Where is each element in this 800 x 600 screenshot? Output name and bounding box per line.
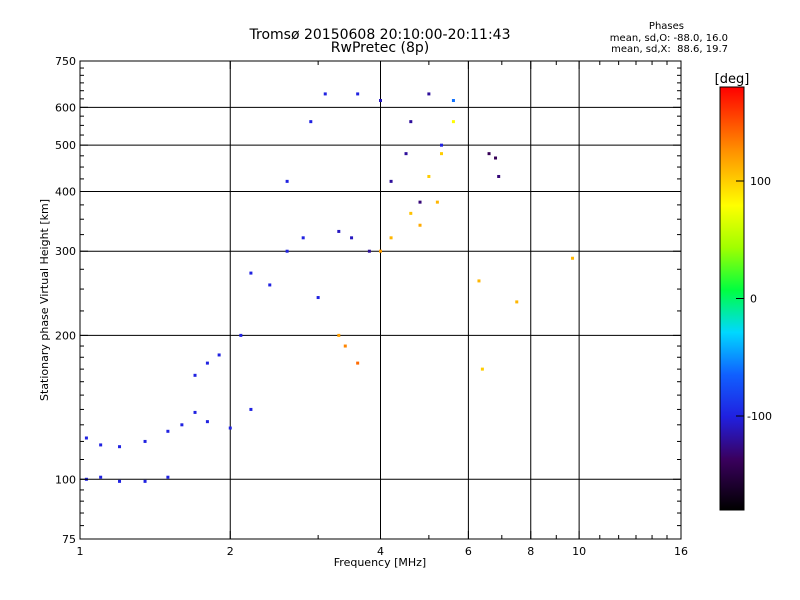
data-points bbox=[84, 92, 575, 483]
data-point bbox=[451, 120, 455, 124]
y-tick-label: 100 bbox=[55, 473, 76, 486]
data-point bbox=[379, 99, 382, 103]
data-point bbox=[356, 361, 360, 365]
data-point bbox=[440, 143, 444, 147]
data-point bbox=[166, 475, 170, 479]
data-point bbox=[515, 300, 519, 304]
data-point bbox=[477, 279, 481, 283]
data-point bbox=[350, 236, 354, 240]
data-point bbox=[389, 236, 393, 240]
data-point bbox=[301, 236, 305, 240]
data-point bbox=[404, 152, 408, 156]
data-point bbox=[435, 200, 439, 204]
colorbar-label: [deg] bbox=[715, 72, 750, 87]
colorbar-ticks: -100 0 100 bbox=[736, 175, 772, 423]
y-tick-label: 400 bbox=[55, 185, 76, 198]
data-point bbox=[285, 249, 289, 253]
data-point bbox=[487, 152, 491, 156]
data-point bbox=[316, 296, 320, 300]
data-point bbox=[84, 436, 88, 440]
data-point bbox=[323, 92, 327, 96]
data-point bbox=[389, 179, 393, 183]
data-point bbox=[249, 407, 253, 411]
x-tick-label: 6 bbox=[465, 545, 472, 558]
data-point bbox=[440, 152, 444, 156]
y-axis: 75 100 200 300 400 500 600 750 bbox=[55, 55, 681, 546]
data-point bbox=[367, 249, 371, 253]
data-point bbox=[356, 92, 360, 96]
y-tick-label: 75 bbox=[62, 533, 76, 546]
data-point bbox=[217, 353, 221, 357]
data-point bbox=[193, 410, 197, 414]
chart-title: Tromsø 20150608 20:10:00-20:11:43 bbox=[249, 27, 511, 43]
data-point bbox=[99, 443, 103, 447]
data-point bbox=[118, 479, 122, 483]
data-point bbox=[228, 426, 232, 430]
data-point bbox=[409, 120, 413, 124]
y-tick-label: 600 bbox=[55, 101, 76, 114]
data-point bbox=[180, 423, 184, 427]
data-point bbox=[409, 211, 413, 215]
chart-subtitle: RwPretec (8p) bbox=[330, 40, 430, 56]
data-point bbox=[427, 174, 431, 178]
stats-line-x: mean, sd,X: 88.6, 19.7 bbox=[611, 44, 728, 55]
y-axis-label: Stationary phase Virtual Height [km] bbox=[38, 199, 51, 401]
data-point bbox=[418, 223, 422, 227]
y-tick-label: 300 bbox=[55, 245, 76, 258]
data-point bbox=[337, 229, 341, 233]
data-point bbox=[285, 179, 289, 183]
data-point bbox=[337, 333, 341, 337]
data-point bbox=[268, 283, 272, 287]
x-tick-label: 1 bbox=[77, 545, 84, 558]
x-tick-label: 8 bbox=[527, 545, 534, 558]
data-point bbox=[166, 429, 170, 433]
colorbar-tick-label: -100 bbox=[747, 410, 772, 423]
x-tick-label: 2 bbox=[227, 545, 234, 558]
data-point bbox=[480, 367, 484, 371]
data-point bbox=[571, 256, 575, 260]
y-tick-label: 500 bbox=[55, 139, 76, 152]
data-point bbox=[99, 475, 103, 479]
data-point bbox=[143, 439, 147, 443]
data-point bbox=[427, 92, 431, 96]
x-axis-label: Frequency [MHz] bbox=[334, 556, 426, 569]
x-tick-label: 16 bbox=[674, 545, 688, 558]
stats-line-o: mean, sd,O: -88.0, 16.0 bbox=[609, 33, 728, 44]
data-point bbox=[143, 479, 147, 483]
stats-title: Phases bbox=[648, 21, 684, 32]
data-point bbox=[451, 99, 455, 103]
data-point bbox=[193, 373, 197, 377]
data-point bbox=[497, 174, 501, 178]
colorbar-tick-label: 0 bbox=[750, 293, 757, 306]
data-point bbox=[379, 249, 382, 253]
x-axis: 1 2 4 6 8 10 16 bbox=[77, 61, 688, 558]
data-point bbox=[205, 361, 209, 365]
colorbar-tick-label: 100 bbox=[750, 175, 771, 188]
data-point bbox=[343, 344, 347, 348]
data-point bbox=[249, 271, 253, 275]
x-tick-label: 10 bbox=[572, 545, 586, 558]
y-tick-label: 750 bbox=[55, 55, 76, 68]
data-point bbox=[418, 200, 422, 204]
data-point bbox=[118, 445, 122, 449]
data-point bbox=[494, 156, 498, 160]
data-point bbox=[239, 333, 243, 337]
grid-lines bbox=[80, 61, 681, 539]
data-point bbox=[205, 420, 209, 424]
y-tick-label: 200 bbox=[55, 329, 76, 342]
x-tick-label: 4 bbox=[377, 545, 384, 558]
data-point bbox=[309, 120, 313, 124]
